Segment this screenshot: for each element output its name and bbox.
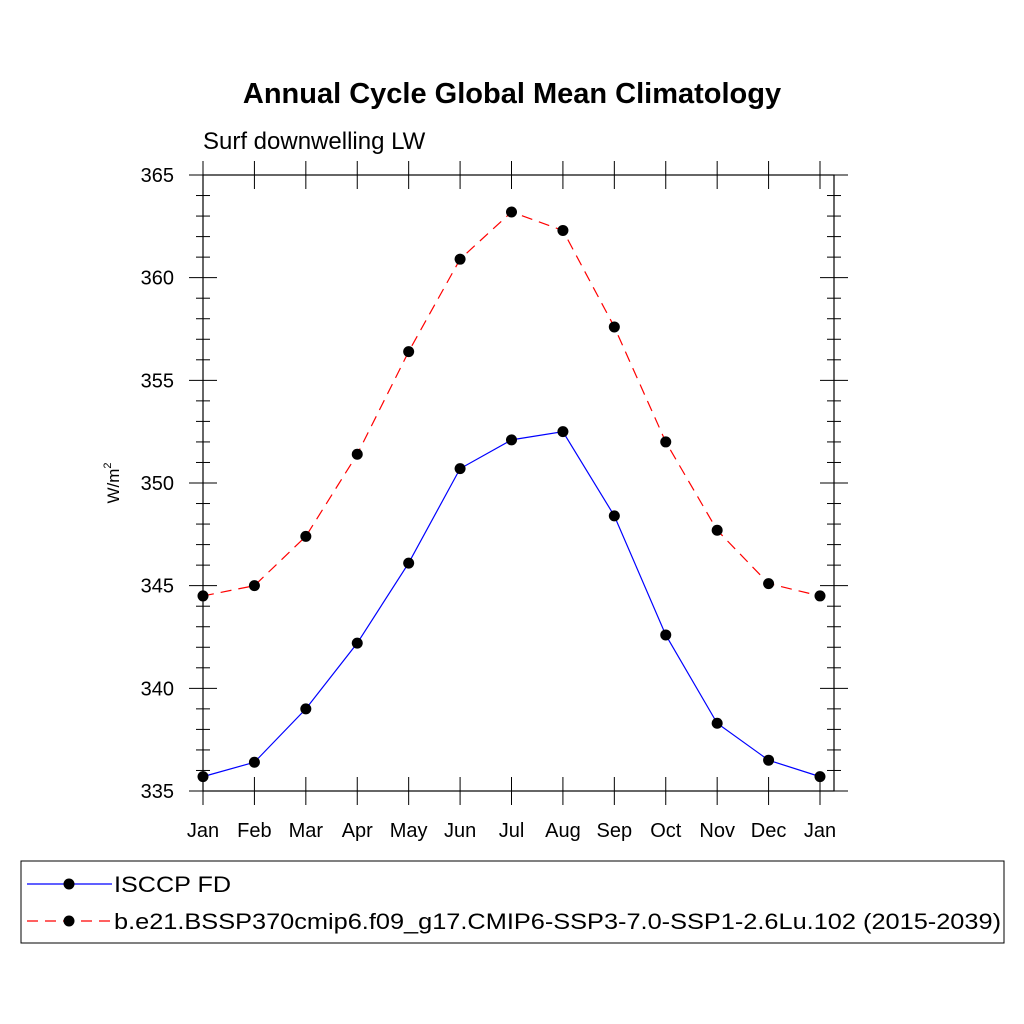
legend-box — [20, 860, 1005, 944]
x-tick-label: Jun — [444, 820, 476, 842]
series-2-point — [300, 530, 312, 542]
legend-label-2: b.e21.BSSP370cmip6.f09_g17.CMIP6-SSP3-7.… — [114, 909, 1001, 934]
chart-subtitle: Surf downwelling LW — [203, 128, 426, 155]
svg-text:W/m2: W/m2 — [102, 462, 123, 503]
series-1-point — [763, 754, 775, 766]
series-1-point — [403, 557, 415, 569]
legend-marker-2 — [63, 915, 75, 927]
series-1-point — [814, 771, 826, 783]
y-tick-label: 350 — [141, 473, 174, 495]
series-2-point — [506, 206, 517, 218]
plot-frame — [202, 174, 835, 792]
series-2-point — [814, 590, 826, 602]
x-tick-label: Sep — [597, 820, 633, 842]
series-layer — [197, 206, 826, 783]
x-axis-ticks: Jan Feb Mar Apr May Jun Jul Aug Sep Oct Nov Dec Jan — [187, 161, 836, 842]
series-1-point — [660, 629, 672, 641]
plot-border — [202, 174, 835, 792]
series-2-point — [351, 448, 363, 460]
y-tick-label: 365 — [141, 165, 174, 187]
x-tick-label: Feb — [237, 820, 271, 842]
x-tick-label: Oct — [650, 820, 682, 842]
x-tick-label: Apr — [342, 820, 373, 842]
series-2-point — [197, 590, 209, 602]
series-1-point — [248, 756, 260, 768]
x-tick-label: Nov — [699, 820, 735, 842]
y-tick-label: 345 — [141, 576, 174, 598]
series-2-point — [711, 524, 723, 536]
series-2-point — [557, 224, 569, 236]
series-1-point — [608, 510, 620, 522]
legend: ISCCP FD b.e21.BSSP370cmip6.f09_g17.CMIP6… — [20, 860, 1005, 944]
series-2-point — [248, 580, 260, 592]
series-2-point — [403, 346, 415, 358]
x-tick-label: Mar — [289, 820, 324, 842]
series-1-point — [506, 434, 517, 446]
y-tick-label: 340 — [141, 678, 174, 700]
x-tick-label: Aug — [545, 820, 581, 842]
y-tick-label: 355 — [141, 370, 174, 392]
y-tick-label: 335 — [141, 781, 174, 803]
chart-title: Annual Cycle Global Mean Climatology — [243, 78, 781, 110]
series-1-point — [300, 703, 312, 715]
series-2-point — [763, 578, 775, 590]
y-axis-label: W/m2 — [102, 462, 123, 503]
x-tick-label: Jul — [499, 820, 525, 842]
series-2-point — [454, 253, 466, 265]
legend-label-1: ISCCP FD — [114, 872, 231, 897]
x-tick-label: Dec — [751, 820, 787, 842]
series-line-1 — [202, 431, 821, 778]
y-tick-label: 360 — [141, 268, 174, 290]
series-2-point — [660, 436, 672, 448]
y-axis-label-text: W/m — [104, 469, 123, 504]
legend-marker-1 — [63, 878, 75, 890]
series-line-2 — [202, 211, 821, 597]
series-1-point — [711, 717, 723, 729]
series-2-point — [608, 321, 620, 333]
y-axis-ticks: 335 340 345 350 355 360 365 — [141, 165, 848, 803]
series-1-point — [351, 637, 363, 649]
y-axis-label-superscript: 2 — [102, 462, 114, 468]
x-tick-label: Jan — [187, 820, 219, 842]
x-tick-label: Jan — [804, 820, 836, 842]
series-1-point — [557, 426, 569, 438]
x-tick-label: May — [390, 820, 428, 842]
series-1-point — [197, 771, 209, 783]
series-1-point — [454, 463, 466, 475]
